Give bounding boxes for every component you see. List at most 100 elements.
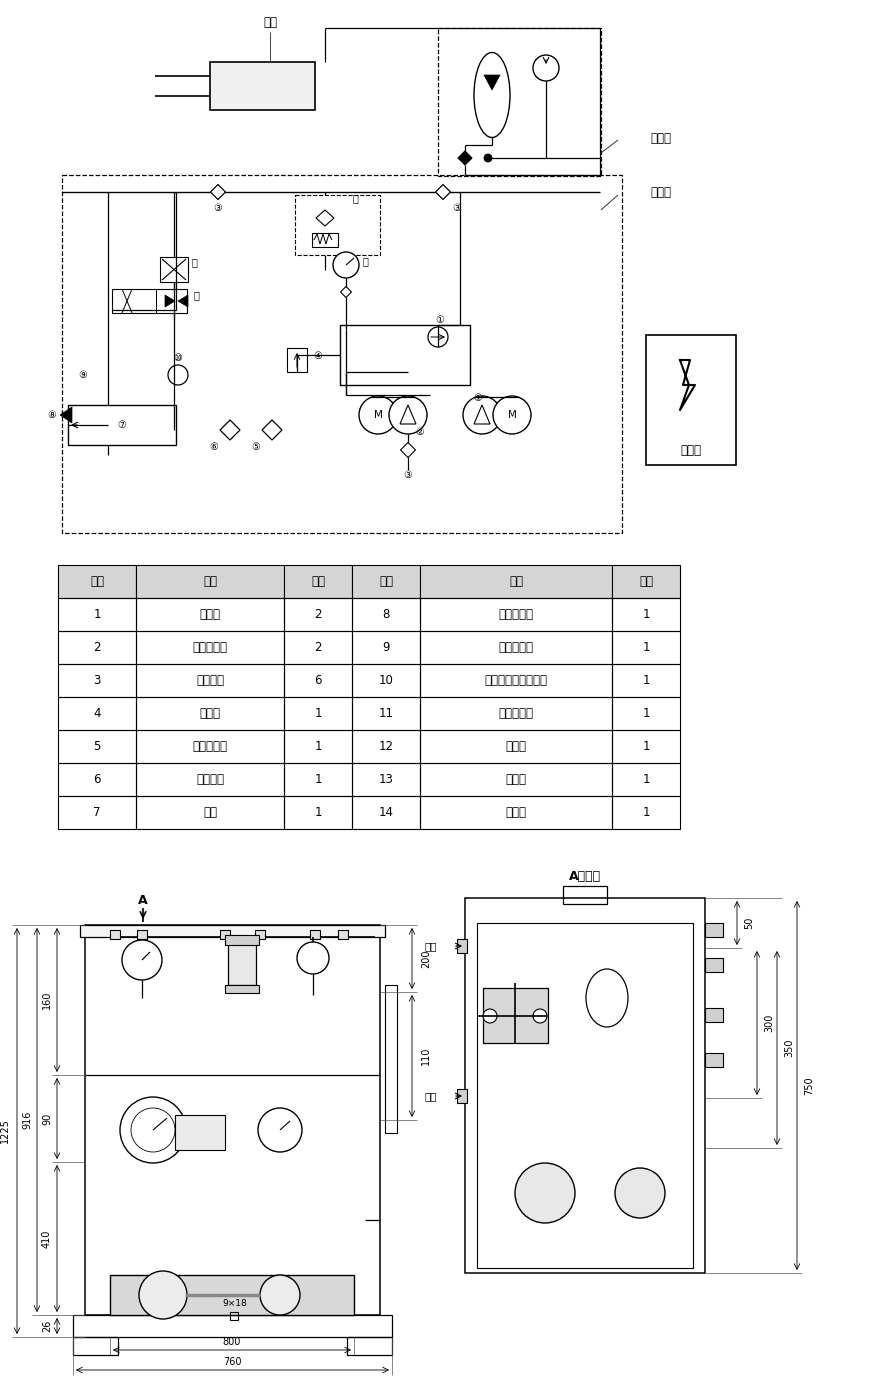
Bar xyxy=(284,764,352,796)
Text: ②: ② xyxy=(415,427,423,437)
Text: ⑤: ⑤ xyxy=(251,443,260,452)
Text: 1225: 1225 xyxy=(0,1118,10,1143)
Text: 7: 7 xyxy=(93,805,100,819)
Text: ③: ③ xyxy=(403,470,412,480)
Bar xyxy=(705,1008,723,1022)
Text: M: M xyxy=(374,410,382,420)
Text: 1: 1 xyxy=(314,740,322,752)
Text: 5: 5 xyxy=(93,740,100,752)
Text: 14: 14 xyxy=(379,805,394,819)
Text: ⑭: ⑭ xyxy=(362,255,368,267)
Bar xyxy=(338,930,348,940)
Text: 26: 26 xyxy=(42,1319,52,1332)
Polygon shape xyxy=(401,443,416,458)
Text: ⑧: ⑧ xyxy=(47,410,56,420)
Bar xyxy=(73,1337,118,1356)
Bar xyxy=(136,664,284,697)
Bar xyxy=(225,935,259,945)
Bar xyxy=(284,730,352,764)
Bar xyxy=(612,764,680,796)
Bar xyxy=(284,597,352,631)
Text: ⑬: ⑬ xyxy=(352,193,358,202)
Bar xyxy=(230,1312,238,1321)
Text: 单向阀: 单向阀 xyxy=(200,609,221,621)
Polygon shape xyxy=(60,408,72,423)
Bar xyxy=(385,986,397,1134)
Text: 溢流阀: 溢流阀 xyxy=(200,706,221,720)
Bar xyxy=(58,664,136,697)
Text: ①: ① xyxy=(436,315,444,325)
Bar xyxy=(284,664,352,697)
Text: 名称: 名称 xyxy=(509,575,523,588)
Text: 9: 9 xyxy=(382,641,389,653)
Bar xyxy=(73,1315,392,1337)
Text: 1: 1 xyxy=(643,805,650,819)
Bar xyxy=(420,796,612,829)
Circle shape xyxy=(389,396,427,434)
Text: 电加热器: 电加热器 xyxy=(196,773,224,786)
Text: 油口: 油口 xyxy=(424,941,437,951)
Text: 电磁换向阀: 电磁换向阀 xyxy=(498,706,533,720)
Bar xyxy=(352,664,420,697)
Bar xyxy=(58,631,136,664)
Bar xyxy=(255,930,265,940)
Text: 1: 1 xyxy=(314,706,322,720)
Text: 空气滤清器: 空气滤清器 xyxy=(498,641,533,653)
Text: 300: 300 xyxy=(764,1013,774,1032)
Text: 90: 90 xyxy=(42,1113,52,1125)
Text: 11: 11 xyxy=(379,706,394,720)
Bar xyxy=(646,335,736,465)
Text: 2: 2 xyxy=(314,609,322,621)
Text: 蓄能器: 蓄能器 xyxy=(650,131,671,145)
Bar xyxy=(420,764,612,796)
Text: 数量: 数量 xyxy=(639,575,653,588)
Text: 吸油过滤器: 吸油过滤器 xyxy=(193,740,228,752)
Bar xyxy=(136,697,284,730)
Bar xyxy=(352,631,420,664)
Bar xyxy=(62,174,622,533)
Bar xyxy=(225,986,259,993)
Bar xyxy=(705,958,723,972)
Text: 3: 3 xyxy=(93,674,100,687)
Text: 节流阀: 节流阀 xyxy=(505,740,526,752)
Bar xyxy=(612,565,680,597)
Text: 1: 1 xyxy=(643,706,650,720)
Bar xyxy=(347,1337,392,1356)
Text: ⑪: ⑪ xyxy=(194,290,200,300)
Text: 油缸: 油缸 xyxy=(263,15,277,28)
Text: ⑨: ⑨ xyxy=(79,370,87,380)
Bar xyxy=(58,730,136,764)
Polygon shape xyxy=(436,184,450,200)
Bar xyxy=(340,325,470,385)
Bar xyxy=(352,730,420,764)
Bar xyxy=(58,796,136,829)
Circle shape xyxy=(484,154,492,162)
Bar xyxy=(137,930,147,940)
Circle shape xyxy=(515,1163,575,1223)
Text: 12: 12 xyxy=(379,740,394,752)
Text: A: A xyxy=(138,893,148,906)
Text: 350: 350 xyxy=(784,1039,794,1057)
Polygon shape xyxy=(458,151,472,165)
Text: 916: 916 xyxy=(22,1111,32,1129)
Circle shape xyxy=(359,396,397,434)
Ellipse shape xyxy=(586,969,628,1027)
Bar xyxy=(136,796,284,829)
Text: ③: ③ xyxy=(452,202,461,214)
Text: 760: 760 xyxy=(223,1357,242,1367)
Text: 压力表: 压力表 xyxy=(505,805,526,819)
Circle shape xyxy=(139,1270,187,1319)
Text: 750: 750 xyxy=(804,1076,814,1094)
Bar xyxy=(420,597,612,631)
Bar xyxy=(58,697,136,730)
Text: 8: 8 xyxy=(382,609,389,621)
Circle shape xyxy=(258,1108,302,1152)
Bar xyxy=(220,930,230,940)
Text: 序号: 序号 xyxy=(379,575,393,588)
Bar xyxy=(284,565,352,597)
Text: 1: 1 xyxy=(643,674,650,687)
Bar xyxy=(612,631,680,664)
Text: 13: 13 xyxy=(379,773,394,786)
Bar xyxy=(58,565,136,597)
Circle shape xyxy=(533,1009,547,1023)
